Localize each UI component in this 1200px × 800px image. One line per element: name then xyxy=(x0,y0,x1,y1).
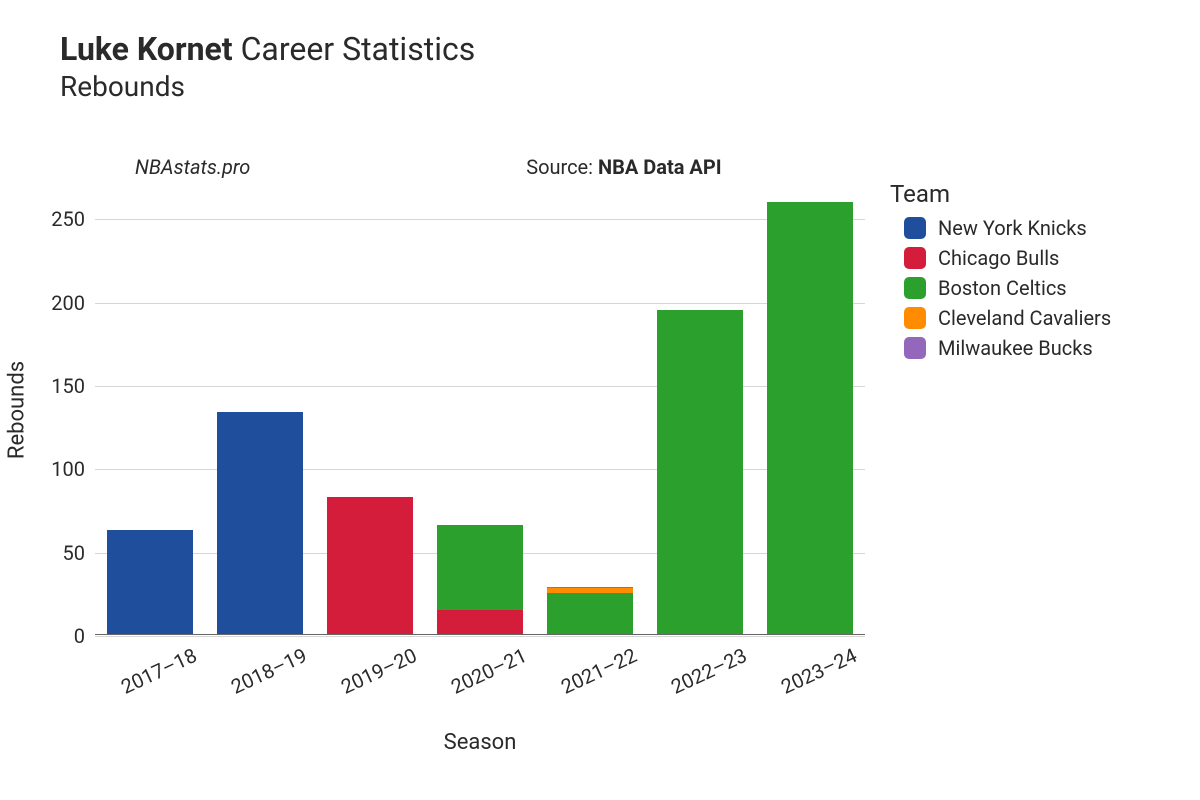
legend-label: Milwaukee Bucks xyxy=(938,336,1093,360)
legend-label: Cleveland Cavaliers xyxy=(938,306,1111,330)
legend-item: Milwaukee Bucks xyxy=(904,336,1111,360)
y-tick-label: 0 xyxy=(74,624,95,648)
bar-segment xyxy=(437,525,523,610)
legend-swatch xyxy=(904,247,926,269)
legend-item: New York Knicks xyxy=(904,216,1111,240)
bar-segment xyxy=(767,202,853,635)
bar-segment xyxy=(547,587,633,589)
title-player-name: Luke Kornet xyxy=(60,30,233,68)
bar-2021–22: 2021–22 xyxy=(547,185,633,635)
x-tick-label: 2020–21 xyxy=(447,643,530,699)
y-tick-label: 100 xyxy=(51,457,95,481)
legend-label: Boston Celtics xyxy=(938,276,1067,300)
bar-2018–19: 2018–19 xyxy=(217,185,303,635)
watermark-text: NBAstats.pro xyxy=(135,155,250,179)
bar-segment xyxy=(217,412,303,635)
bar-2020–21: 2020–21 xyxy=(437,185,523,635)
bar-segment xyxy=(547,588,633,593)
y-axis-title: Rebounds xyxy=(5,361,30,459)
chart-title-block: Luke Kornet Career Statistics Rebounds xyxy=(60,30,475,103)
bar-segment xyxy=(437,610,523,635)
legend-item: Boston Celtics xyxy=(904,276,1111,300)
legend-swatch xyxy=(904,277,926,299)
bars-layer: 2017–18 2018–19 2019–20 2020–21 2021–22 2022–… xyxy=(95,186,865,635)
title-suffix: Career Statistics xyxy=(241,30,476,68)
x-tick-label: 2019–20 xyxy=(337,643,420,699)
source-prefix: Source: xyxy=(526,155,598,179)
source-name: NBA Data API xyxy=(598,155,722,179)
y-tick-label: 150 xyxy=(51,374,95,398)
legend: Team New York Knicks Chicago Bulls Boston … xyxy=(890,180,1111,366)
legend-swatch xyxy=(904,307,926,329)
bar-segment xyxy=(657,310,743,635)
y-tick-label: 50 xyxy=(63,541,95,565)
legend-label: New York Knicks xyxy=(938,216,1087,240)
legend-swatch xyxy=(904,217,926,239)
bar-2022–23: 2022–23 xyxy=(657,185,743,635)
y-tick-label: 250 xyxy=(51,207,95,231)
x-tick-label: 2017–18 xyxy=(117,643,200,699)
bar-segment xyxy=(547,593,633,635)
chart-title: Luke Kornet Career Statistics xyxy=(60,30,475,68)
plot-area: 2017–18 2018–19 2019–20 2020–21 2021–22 2022–… xyxy=(95,185,865,635)
bar-2019–20: 2019–20 xyxy=(327,185,413,635)
chart-subtitle: Rebounds xyxy=(60,70,475,103)
y-tick-label: 200 xyxy=(51,291,95,315)
legend-title: Team xyxy=(890,180,1111,208)
gridline xyxy=(95,636,865,637)
x-axis-baseline xyxy=(95,634,865,635)
legend-swatch xyxy=(904,337,926,359)
legend-item: Cleveland Cavaliers xyxy=(904,306,1111,330)
bar-2023–24: 2023–24 xyxy=(767,185,853,635)
bar-segment xyxy=(327,497,413,635)
legend-label: Chicago Bulls xyxy=(938,246,1059,270)
x-tick-label: 2022–23 xyxy=(667,643,750,699)
x-tick-label: 2018–19 xyxy=(227,643,310,699)
bar-2017–18: 2017–18 xyxy=(107,185,193,635)
x-tick-label: 2021–22 xyxy=(557,643,640,699)
chart-container: Luke Kornet Career Statistics Rebounds N… xyxy=(0,0,1200,800)
x-axis-title: Season xyxy=(444,730,517,755)
bar-segment xyxy=(107,530,193,635)
source-attribution: Source: NBA Data API xyxy=(526,155,721,179)
x-tick-label: 2023–24 xyxy=(777,643,860,699)
legend-item: Chicago Bulls xyxy=(904,246,1111,270)
